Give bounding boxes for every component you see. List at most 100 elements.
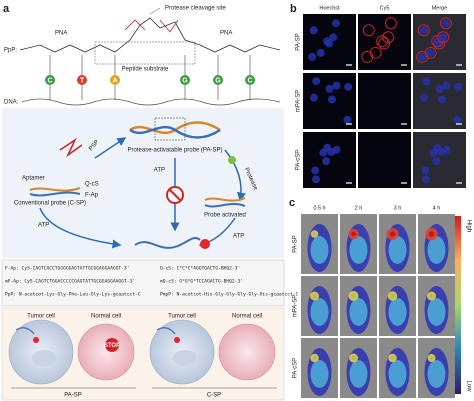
nucleus xyxy=(327,147,336,156)
row-label: PA-cSP xyxy=(296,150,302,171)
cleavage-label: Protease cleavage site xyxy=(165,6,226,12)
row-label: PA-cSP xyxy=(293,358,299,379)
nucleus xyxy=(332,81,341,90)
sequence: PmpP: N-acetcot-His-Gly-Gly-Gly-Gly-His-… xyxy=(160,292,299,298)
arrow xyxy=(39,207,122,249)
substrate-box xyxy=(94,41,196,65)
signal-region xyxy=(310,360,329,388)
nucleus xyxy=(323,37,332,46)
nucleus xyxy=(308,52,317,61)
nucleus xyxy=(419,93,428,102)
cy5-signal xyxy=(439,17,452,30)
nucleus xyxy=(316,48,325,57)
dna-backbone xyxy=(21,98,281,106)
cy5-signal xyxy=(384,17,397,30)
sequence: mF-Ap: Cy5-CAGTCTGGACCCCCGAGTATTGCGGAGGA… xyxy=(5,279,135,285)
pa-sp-label: Protease-activatable probe (PA-SP) xyxy=(128,148,223,154)
signal-region xyxy=(427,236,446,264)
column-header: Hoechst xyxy=(319,5,340,11)
substrate-label: Peptide substrate xyxy=(122,67,169,73)
ppp-label: PpP: xyxy=(4,48,17,54)
nucleus xyxy=(453,115,462,124)
nucleus xyxy=(419,26,428,35)
cy5-signal xyxy=(378,37,391,50)
probe xyxy=(156,327,176,335)
sequence: Q-cS: C*C*C*AGGTGACTG-BHQ2-3' xyxy=(160,266,240,272)
signal-region xyxy=(349,298,368,326)
column-header: Cy5 xyxy=(380,5,390,11)
group-label: PA-SP xyxy=(64,393,82,399)
time-label: 0.5 h xyxy=(313,205,325,211)
sequence: F-Ap: Cy5-CAGTCACCTGGGGGAGTATTGCGGAGGAAG… xyxy=(5,266,129,272)
protease-icon xyxy=(228,156,236,164)
time-label: 3 h xyxy=(394,205,402,211)
tumor-core xyxy=(351,356,356,360)
nucleus xyxy=(432,157,441,166)
nucleus xyxy=(329,33,338,42)
cy5-signal xyxy=(382,31,395,44)
tumor-core xyxy=(428,231,435,237)
nucleus xyxy=(309,26,318,35)
nucleus xyxy=(421,166,430,175)
nucleus xyxy=(442,81,451,90)
cy5-signal xyxy=(431,35,444,48)
tumor-core xyxy=(390,293,395,299)
signal-region xyxy=(388,360,407,388)
signal xyxy=(33,337,39,343)
probe xyxy=(15,327,35,335)
base-letter: G xyxy=(182,77,188,84)
micrograph xyxy=(358,73,411,129)
tumor-label: Tumor cell xyxy=(27,314,55,320)
sequence: PpP: N-acetcot-Lys-Gly-Phe-Leu-Gly-Lys-g… xyxy=(5,292,141,298)
cy5-signal xyxy=(424,46,437,59)
nucleus xyxy=(331,19,340,28)
nucleus xyxy=(32,350,56,366)
base-letter: C xyxy=(247,77,252,84)
strand xyxy=(204,203,246,208)
nucleus xyxy=(312,77,321,86)
nucleus xyxy=(344,82,353,91)
micrograph xyxy=(358,132,411,188)
row-label: PA-SP xyxy=(296,33,302,51)
pointer xyxy=(149,7,161,15)
cy5-signal xyxy=(417,24,430,37)
nucleus xyxy=(325,84,334,93)
nucleus xyxy=(441,19,450,28)
nucleus xyxy=(173,350,197,366)
arrow xyxy=(224,149,246,202)
tumor-core xyxy=(351,231,356,237)
nucleus xyxy=(429,148,438,157)
nucleus xyxy=(437,95,446,104)
sequence: mQ-cS: G*G*G*TCCAGACTG-BHQ2-3' xyxy=(160,279,243,285)
nucleus xyxy=(327,95,336,104)
tumor-core xyxy=(389,231,396,237)
dna-label: DNA: xyxy=(4,100,19,106)
nucleus xyxy=(311,166,320,175)
signal xyxy=(174,337,180,343)
nucleus xyxy=(454,82,463,91)
tumor-core xyxy=(390,356,395,360)
group-label: C-SP xyxy=(207,393,221,399)
signal-region xyxy=(388,298,407,326)
base-letter: T xyxy=(80,77,85,84)
c-sp-label: Conventional probe (C-SP) xyxy=(14,201,86,207)
normal-label: Normal cell xyxy=(232,314,262,320)
nucleus xyxy=(311,175,320,184)
nucleus xyxy=(439,33,448,42)
panel-label: c xyxy=(289,197,295,209)
helix xyxy=(129,125,221,139)
atp-label: ATP xyxy=(233,234,244,240)
tumor-core xyxy=(429,294,434,298)
block-icon xyxy=(169,189,181,201)
panel-label: b xyxy=(290,3,297,15)
signal-region xyxy=(388,236,407,264)
probe-activated-label: Probe activated xyxy=(204,213,246,219)
base-icon xyxy=(77,75,87,85)
signal-region xyxy=(427,360,446,388)
tumor-label: Tumor cell xyxy=(168,314,196,320)
cy5-signal xyxy=(437,31,450,44)
tumor-core xyxy=(312,294,317,298)
panel-label: a xyxy=(3,3,10,15)
